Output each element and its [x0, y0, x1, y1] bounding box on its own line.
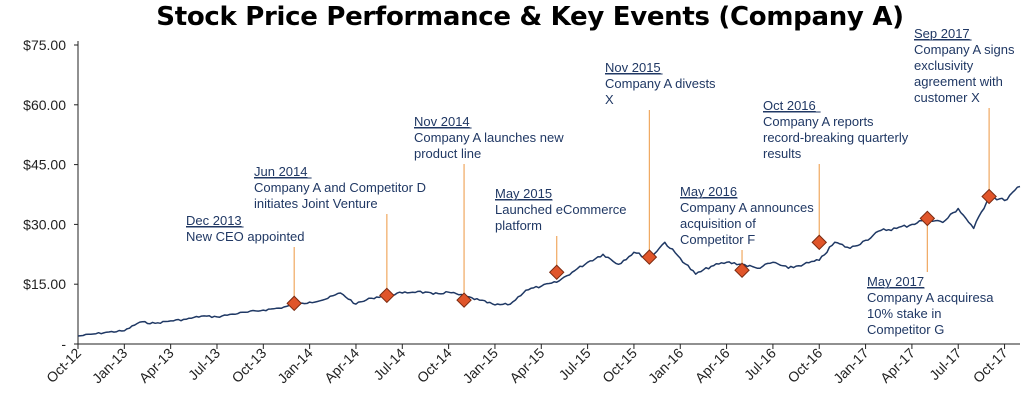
- event-marker: [286, 295, 302, 312]
- event-marker: [811, 234, 828, 251]
- y-axis: - $15.00 $30.00 $45.00 $60.00 $75.00: [23, 37, 79, 352]
- event-description-line: New CEO appointed: [186, 229, 305, 244]
- event-marker: [919, 210, 936, 227]
- price-line: [77, 185, 1021, 337]
- event-description-line: Company A launches new: [414, 130, 564, 145]
- x-tick-label: Oct-17: [970, 345, 1011, 386]
- x-tick-label: Oct-16: [784, 345, 825, 386]
- x-tick-label: Jan-15: [459, 345, 501, 387]
- x-tick-label: Jul-17: [926, 345, 964, 383]
- event-date: Nov 2015: [605, 60, 661, 75]
- event-marker: [734, 262, 750, 279]
- event-date: Oct 2016: [763, 98, 816, 113]
- event-description-line: Launched eCommerce: [495, 202, 627, 217]
- event-description-line: Competitor F: [680, 232, 755, 247]
- event-description-line: Company A acquiresa: [867, 290, 994, 305]
- event-date: Sep 2017: [914, 26, 970, 41]
- y-tick-label: $45.00: [23, 157, 66, 173]
- x-tick-label: Jul-14: [370, 345, 408, 383]
- event-description-line: acquisition of: [680, 216, 756, 231]
- x-tick-label: Apr-16: [692, 345, 733, 386]
- x-tick-label: Oct-14: [414, 345, 455, 386]
- chart-title: Stock Price Performance & Key Events (Co…: [156, 2, 904, 32]
- event-markers: [286, 188, 997, 312]
- event-description-line: 10% stake in: [867, 306, 941, 321]
- event-date: May 2016: [680, 184, 737, 199]
- event-description-line: initiates Joint Venture: [254, 196, 378, 211]
- event-description-line: Company A divests: [605, 76, 716, 91]
- event-description-line: product line: [414, 146, 481, 161]
- x-tick-label: Jan-13: [89, 345, 131, 387]
- event-connectors: [293, 108, 990, 298]
- event-description-line: Company A and Competitor D: [254, 180, 426, 195]
- event-description-line: record-breaking quarterly: [763, 130, 909, 145]
- y-tick-label: $60.00: [23, 97, 66, 113]
- event-date: May 2015: [495, 186, 552, 201]
- event-marker: [456, 292, 472, 308]
- event-description-line: X: [605, 92, 614, 107]
- event-marker: [641, 249, 658, 265]
- x-tick-label: Jan-16: [645, 345, 687, 387]
- x-tick-label: Apr-15: [506, 345, 547, 386]
- x-tick-label: Oct-13: [228, 345, 269, 386]
- event-marker: [379, 287, 395, 304]
- event-description-line: Company A announces: [680, 200, 814, 215]
- event-description-line: exclusivity: [914, 58, 974, 73]
- y-tick-label: $30.00: [23, 216, 66, 232]
- x-tick-label: Apr-14: [321, 345, 362, 386]
- x-tick-label: Jul-13: [185, 345, 223, 383]
- event-description-line: Company A reports: [763, 114, 874, 129]
- event-marker: [981, 188, 997, 205]
- event-date: Dec 2013: [186, 213, 242, 228]
- y-tick-label: -: [61, 336, 66, 352]
- x-axis: Oct-12 Jan-13 Apr-13 Jul-13 Oct-13 Jan-14 Apr-…: [43, 343, 1020, 387]
- x-tick-label: Oct-15: [599, 345, 640, 386]
- event-date: May 2017: [867, 274, 924, 289]
- event-description-line: Company A signs: [914, 42, 1015, 57]
- x-tick-label: Jan-14: [274, 345, 316, 387]
- event-description-line: platform: [495, 218, 542, 233]
- y-tick-label: $75.00: [23, 37, 66, 53]
- event-description-line: results: [763, 146, 802, 161]
- event-description-line: customer X: [914, 90, 980, 105]
- event-marker: [548, 264, 565, 281]
- price-series: [77, 185, 1021, 337]
- y-tick-label: $15.00: [23, 276, 66, 292]
- x-tick-label: Jan-17: [830, 345, 872, 387]
- x-tick-label: Apr-13: [136, 345, 177, 386]
- event-date: Jun 2014: [254, 164, 308, 179]
- event-description-line: Competitor G: [867, 322, 944, 337]
- event-description-line: agreement with: [914, 74, 1003, 89]
- x-tick-label: Jul-16: [741, 345, 779, 383]
- x-tick-label: Jul-15: [555, 345, 593, 383]
- event-date: Nov 2014: [414, 114, 470, 129]
- x-tick-label: Apr-17: [877, 345, 918, 386]
